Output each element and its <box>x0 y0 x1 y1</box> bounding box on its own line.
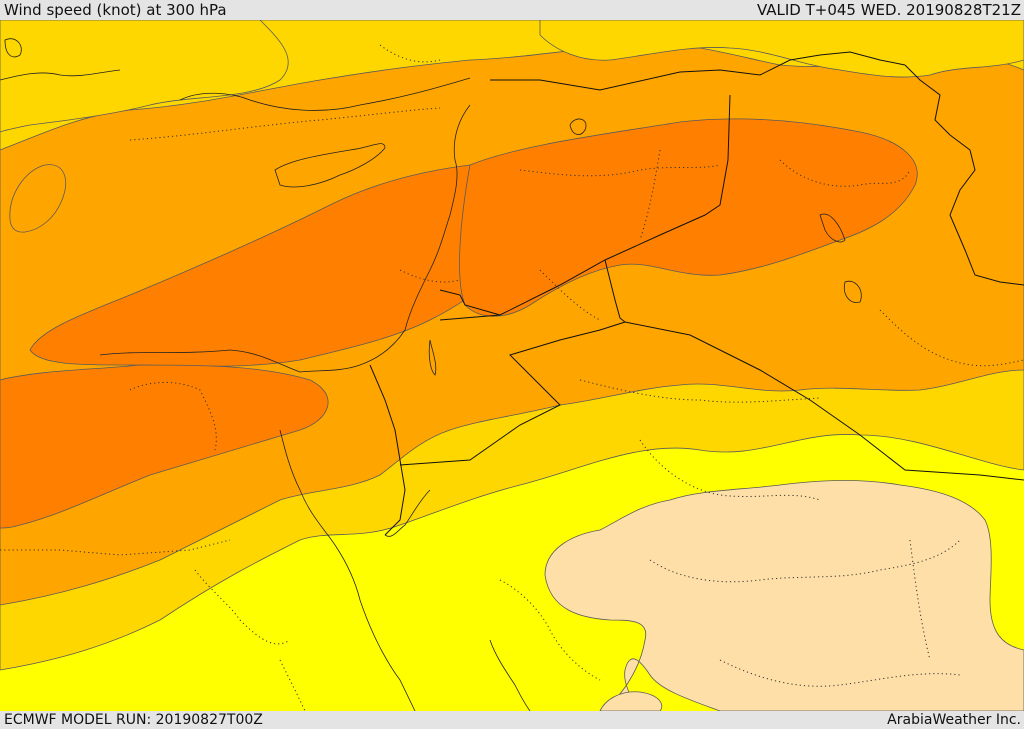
low-speed-pocket-s <box>599 691 663 711</box>
admin-line <box>129 382 217 451</box>
border-line <box>904 64 1024 286</box>
coastline <box>819 213 846 243</box>
coastline <box>179 77 471 111</box>
admin-line <box>379 44 441 63</box>
coastline <box>384 489 431 537</box>
valid-time: VALID T+045 WED. 20190828T21Z <box>756 1 1021 19</box>
coastline <box>4 38 22 58</box>
band-orange-pocket <box>9 164 66 233</box>
coastline <box>279 429 416 711</box>
border-line <box>439 289 501 321</box>
admin-line <box>539 269 601 321</box>
band-gold-pocket-ne <box>539 20 1024 78</box>
band-gold-pocket-nw <box>0 20 289 133</box>
border-line <box>490 51 906 91</box>
admin-line <box>639 149 661 241</box>
border-line <box>499 94 731 316</box>
admin-line <box>129 107 441 141</box>
admin-line <box>499 579 601 681</box>
admin-line <box>649 539 961 583</box>
admin-line <box>879 309 1024 367</box>
border-line <box>624 321 1024 481</box>
map-footer: ECMWF MODEL RUN: 20190827T00Z ArabiaWeat… <box>0 711 1024 729</box>
map-header: Wind speed (knot) at 300 hPa VALID T+045… <box>0 0 1024 20</box>
coastline <box>843 280 862 303</box>
coastline <box>0 69 121 81</box>
admin-line <box>579 379 821 403</box>
coastline <box>569 118 587 135</box>
coastline <box>274 143 386 188</box>
wind-speed-map <box>0 20 1024 711</box>
credit: ArabiaWeather Inc. <box>887 712 1021 728</box>
border-line <box>369 364 406 536</box>
model-run: ECMWF MODEL RUN: 20190827T00Z <box>4 712 263 728</box>
coastline <box>99 104 471 373</box>
border-line <box>399 259 627 466</box>
coastline <box>428 339 437 376</box>
admin-line <box>519 164 721 177</box>
low-speed-pocket-se <box>544 480 1024 711</box>
admin-line <box>909 539 931 661</box>
band-dark-orange-sw <box>0 364 329 529</box>
band-dark-orange-east <box>459 118 918 317</box>
coastline <box>489 639 531 711</box>
map-title: Wind speed (knot) at 300 hPa <box>4 1 227 19</box>
admin-line <box>194 569 291 645</box>
